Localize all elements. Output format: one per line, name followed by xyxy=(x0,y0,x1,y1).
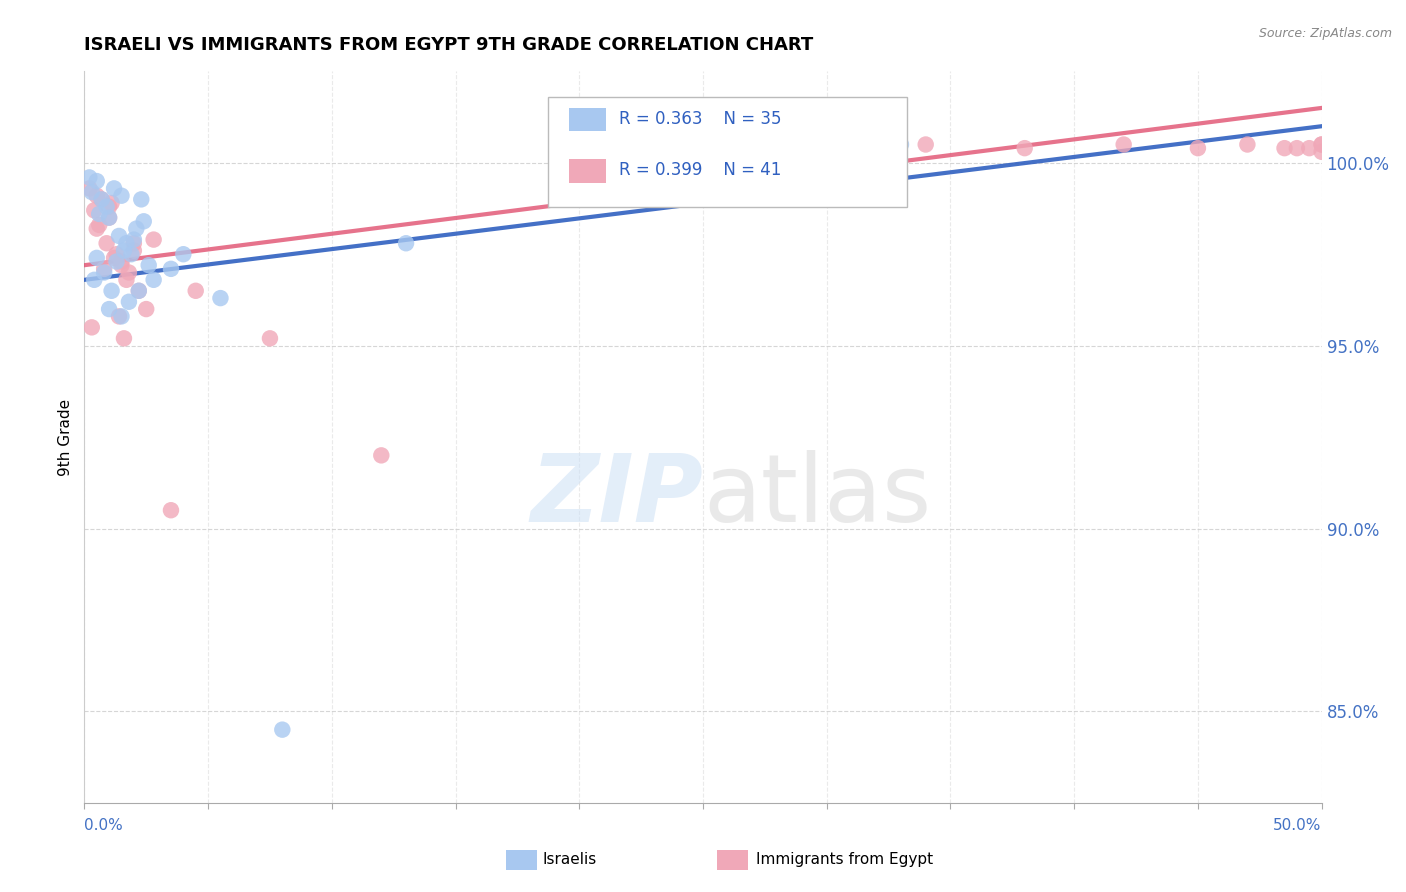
Point xyxy=(90,193,112,207)
Point xyxy=(79,170,101,185)
Point xyxy=(142,233,165,247)
Point xyxy=(129,193,152,207)
Text: Israelis: Israelis xyxy=(543,853,598,867)
Point xyxy=(1236,137,1258,152)
Point xyxy=(1274,141,1296,155)
Point xyxy=(779,141,801,155)
Point xyxy=(120,247,142,261)
Point xyxy=(1310,137,1333,152)
Point xyxy=(112,244,135,258)
Point xyxy=(209,291,232,305)
Point xyxy=(98,302,121,317)
Text: 0.0%: 0.0% xyxy=(84,818,124,832)
Bar xyxy=(569,108,606,131)
Point xyxy=(98,211,121,225)
Text: R = 0.399    N = 41: R = 0.399 N = 41 xyxy=(619,161,782,179)
Point xyxy=(118,294,141,309)
Point xyxy=(110,188,132,202)
Point xyxy=(105,247,128,261)
Point xyxy=(105,254,128,268)
Point xyxy=(98,200,121,214)
Point xyxy=(914,137,936,152)
Point xyxy=(1112,137,1135,152)
Text: R = 0.363    N = 35: R = 0.363 N = 35 xyxy=(619,110,782,128)
Point xyxy=(86,174,108,188)
Point xyxy=(110,254,132,268)
Point xyxy=(93,261,115,276)
Point xyxy=(1310,145,1333,159)
Point xyxy=(184,284,207,298)
Point xyxy=(93,266,115,280)
Point xyxy=(96,236,118,251)
Point xyxy=(115,236,138,251)
Point xyxy=(122,233,145,247)
Point xyxy=(118,266,141,280)
Point xyxy=(89,218,111,232)
Text: Source: ZipAtlas.com: Source: ZipAtlas.com xyxy=(1258,27,1392,40)
Point xyxy=(112,331,135,345)
Point xyxy=(1187,141,1209,155)
Point xyxy=(103,181,125,195)
Point xyxy=(98,211,121,225)
Point xyxy=(110,258,132,272)
Point xyxy=(83,273,105,287)
Point xyxy=(108,229,131,244)
Bar xyxy=(569,159,606,183)
Text: atlas: atlas xyxy=(703,450,931,541)
Point xyxy=(89,207,111,221)
Point xyxy=(79,181,101,195)
Point xyxy=(815,141,838,155)
Point xyxy=(135,302,157,317)
Point xyxy=(86,188,108,202)
Point xyxy=(142,273,165,287)
Point xyxy=(80,185,103,199)
Text: 50.0%: 50.0% xyxy=(1274,818,1322,832)
Point xyxy=(271,723,294,737)
Point xyxy=(100,284,122,298)
Point xyxy=(138,258,160,272)
FancyBboxPatch shape xyxy=(548,97,907,207)
Point xyxy=(1310,137,1333,152)
Text: Immigrants from Egypt: Immigrants from Egypt xyxy=(756,853,934,867)
Point xyxy=(395,236,418,251)
Point xyxy=(128,284,150,298)
Point xyxy=(115,273,138,287)
Text: ISRAELI VS IMMIGRANTS FROM EGYPT 9TH GRADE CORRELATION CHART: ISRAELI VS IMMIGRANTS FROM EGYPT 9TH GRA… xyxy=(84,36,814,54)
Point xyxy=(80,320,103,334)
Y-axis label: 9th Grade: 9th Grade xyxy=(58,399,73,475)
Point xyxy=(122,236,145,251)
Point xyxy=(103,251,125,265)
Point xyxy=(108,310,131,324)
Point xyxy=(83,203,105,218)
Point xyxy=(86,251,108,265)
Point xyxy=(172,247,194,261)
Point xyxy=(86,221,108,235)
Point xyxy=(890,137,912,152)
Point xyxy=(128,284,150,298)
Point xyxy=(132,214,155,228)
Point xyxy=(125,221,148,235)
Point xyxy=(100,196,122,211)
Point xyxy=(110,310,132,324)
Point xyxy=(1298,141,1320,155)
Text: ZIP: ZIP xyxy=(530,450,703,541)
Point xyxy=(96,200,118,214)
Point xyxy=(1285,141,1308,155)
Point xyxy=(160,503,183,517)
Point xyxy=(1014,141,1036,155)
Point xyxy=(259,331,281,345)
Point xyxy=(122,244,145,258)
Point xyxy=(90,193,112,207)
Point xyxy=(160,261,183,276)
Point xyxy=(370,448,392,462)
